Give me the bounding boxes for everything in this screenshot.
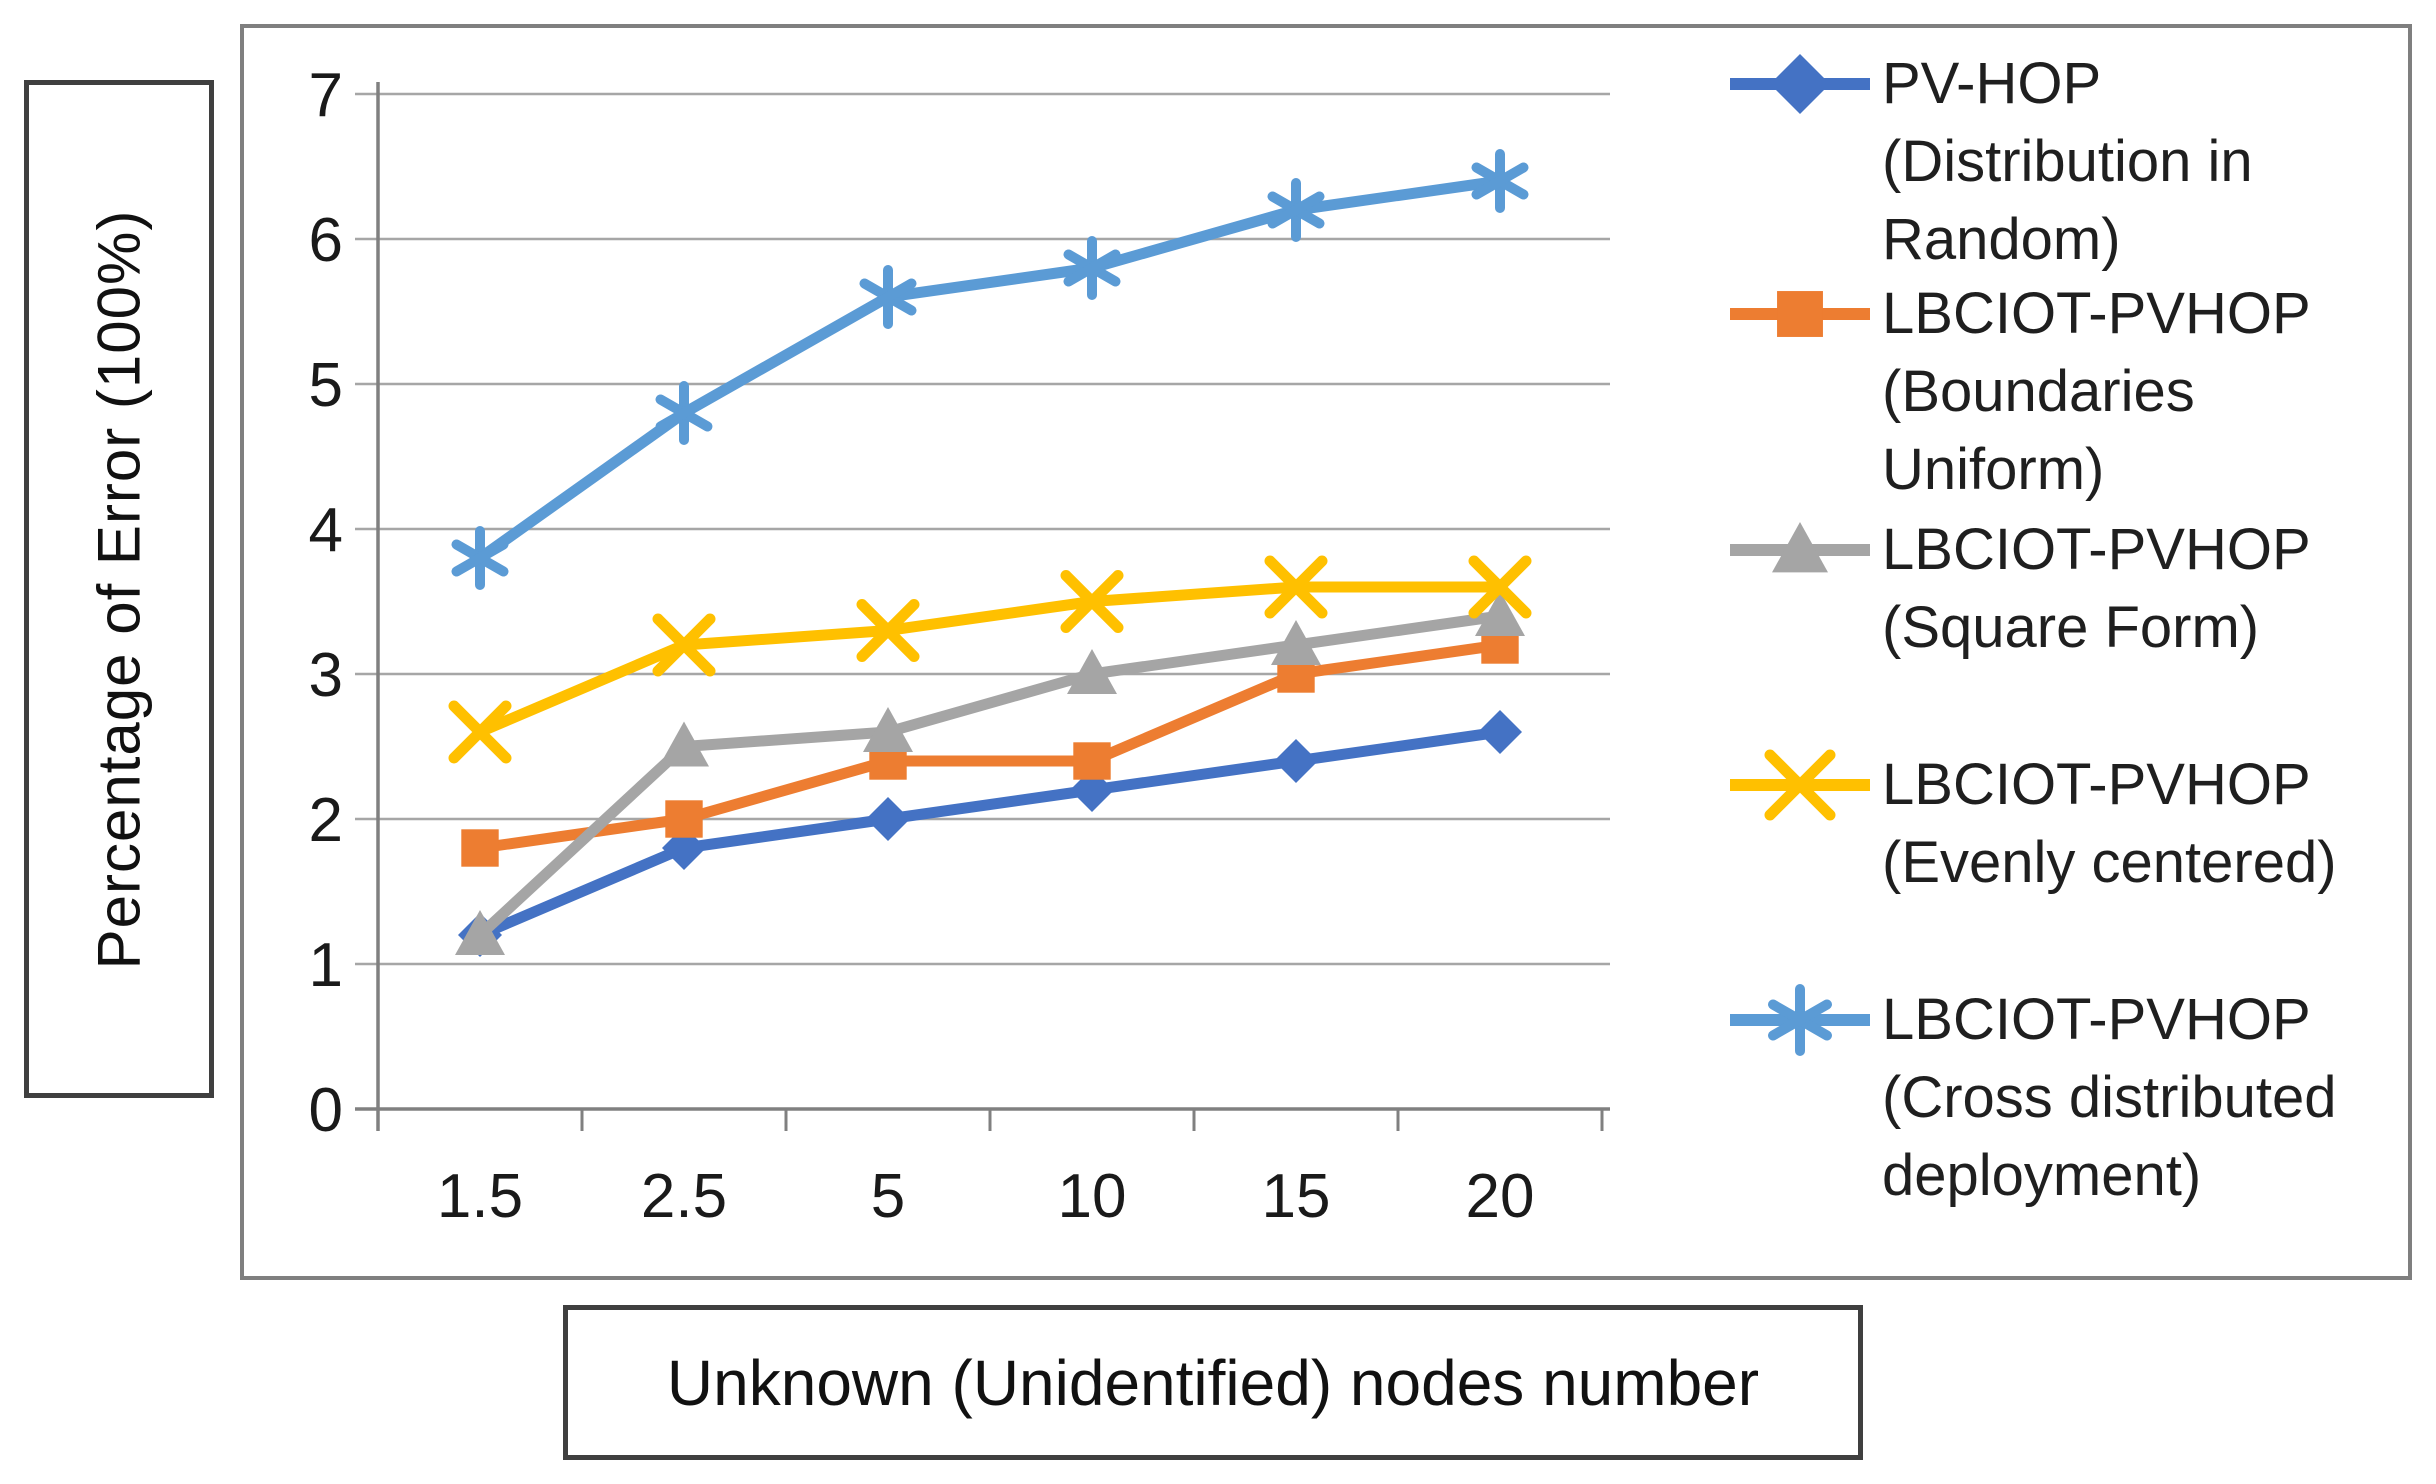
square-marker [1073,742,1111,780]
legend-marker-x [1730,749,1870,821]
diamond-marker [1478,710,1522,754]
triangle-marker [1772,522,1828,573]
x-tick-label-15: 15 [1262,1162,1331,1231]
x-axis-title-box: Unknown (Unidentified) nodes number [563,1305,1863,1460]
legend-marker-asterisk [1730,984,1870,1056]
series-line [474,175,1506,564]
x-marker [652,613,716,677]
triangle-marker [1067,649,1117,694]
asterisk-marker [1471,149,1529,213]
y-tick-label-6: 6 [309,206,343,275]
legend-label-line: LBCIOT-PVHOP [1882,987,2311,1052]
x-marker [1764,749,1836,821]
legend-label-line: LBCIOT-PVHOP [1882,281,2311,346]
legend-item: LBCIOT-PVHOP (Evenly centered) [1730,746,2430,902]
triangle-marker [863,707,913,752]
square-marker [1777,291,1823,337]
asterisk-marker [655,381,713,445]
series-asterisk [451,149,1529,590]
line-chart-plot-area: 0 1 2 3 4 5 6 7 1.5 2.5 5 10 15 20 [309,61,1610,1231]
diamond-marker [1770,54,1830,114]
x-tick-label-20: 20 [1466,1162,1535,1231]
legend-label: PV-HOP (Distribution in Random) [1882,45,2253,279]
chart-outer-frame [240,24,2412,1280]
legend-label-line: deployment) [1882,1143,2202,1208]
legend-label: LBCIOT-PVHOP (Boundaries Uniform) [1882,275,2311,509]
legend-label-line: (Distribution in [1882,129,2253,194]
legend-label-line: Random) [1882,207,2121,272]
y-axis-label-box: Percentage of Error (100%) [24,80,214,1098]
series-line [474,639,1506,854]
series-triangle [455,591,1525,955]
x-marker [1468,555,1532,619]
legend-item: LBCIOT-PVHOP (Boundaries Uniform) [1730,275,2430,509]
asterisk-marker [1063,236,1121,300]
y-tick-label-0: 0 [309,1076,343,1145]
x-axis-title: Unknown (Unidentified) nodes number [666,1346,1760,1419]
legend-label: LBCIOT-PVHOP (Square Form) [1882,511,2311,667]
triangle-marker [455,910,505,955]
legend-label-line: Uniform) [1882,437,2105,502]
asterisk-marker [1768,984,1832,1056]
legend-marker-triangle [1730,522,1870,573]
triangle-marker [659,721,709,767]
y-tick-label-1: 1 [309,931,343,1000]
series-line [474,581,1506,738]
asterisk-marker [859,265,917,329]
series-line [474,726,1506,941]
x-marker [448,700,512,764]
diamond-marker [866,797,910,841]
legend-marker-square [1730,291,1870,337]
legend-label: LBCIOT-PVHOP (Evenly centered) [1882,746,2337,902]
square-marker [665,800,703,838]
legend-label-line: LBCIOT-PVHOP [1882,517,2311,582]
legend-label-line: (Cross distributed [1882,1065,2337,1130]
y-tick-label-3: 3 [309,641,343,710]
x-tick-label-10: 10 [1058,1162,1127,1231]
legend-item: PV-HOP (Distribution in Random) [1730,45,2430,279]
legend-item: LBCIOT-PVHOP (Cross distributed deployment… [1730,981,2430,1215]
square-marker [461,829,499,867]
x-marker [1264,555,1328,619]
legend-label-line: LBCIOT-PVHOP [1882,752,2311,817]
triangle-marker [1475,591,1525,636]
x-tick-label-5: 5 [871,1162,905,1231]
legend-label-line: PV-HOP [1882,51,2102,116]
legend-label-line: (Square Form) [1882,595,2260,660]
y-tick-label-5: 5 [309,351,343,420]
x-tick-label-1.5: 1.5 [437,1162,523,1231]
y-tick-label-2: 2 [309,786,343,855]
diamond-marker [1274,739,1318,783]
asterisk-marker [1267,178,1325,242]
asterisk-marker [451,526,509,590]
series-x [448,555,1532,764]
legend-label-line: (Boundaries [1882,359,2195,424]
triangle-marker [1271,620,1321,665]
x-marker [856,599,920,662]
y-tick-label-4: 4 [309,496,343,565]
x-marker [1060,570,1124,633]
y-axis-label: Percentage of Error (100%) [85,209,153,969]
y-tick-label-7: 7 [309,61,343,130]
series-line [474,610,1506,941]
x-tick-label-2.5: 2.5 [641,1162,727,1231]
legend-label: LBCIOT-PVHOP (Cross distributed deployment… [1882,981,2336,1215]
legend-label-line: (Evenly centered) [1882,830,2337,895]
legend-marker-diamond [1730,54,1870,114]
legend-item: LBCIOT-PVHOP (Square Form) [1730,511,2430,667]
